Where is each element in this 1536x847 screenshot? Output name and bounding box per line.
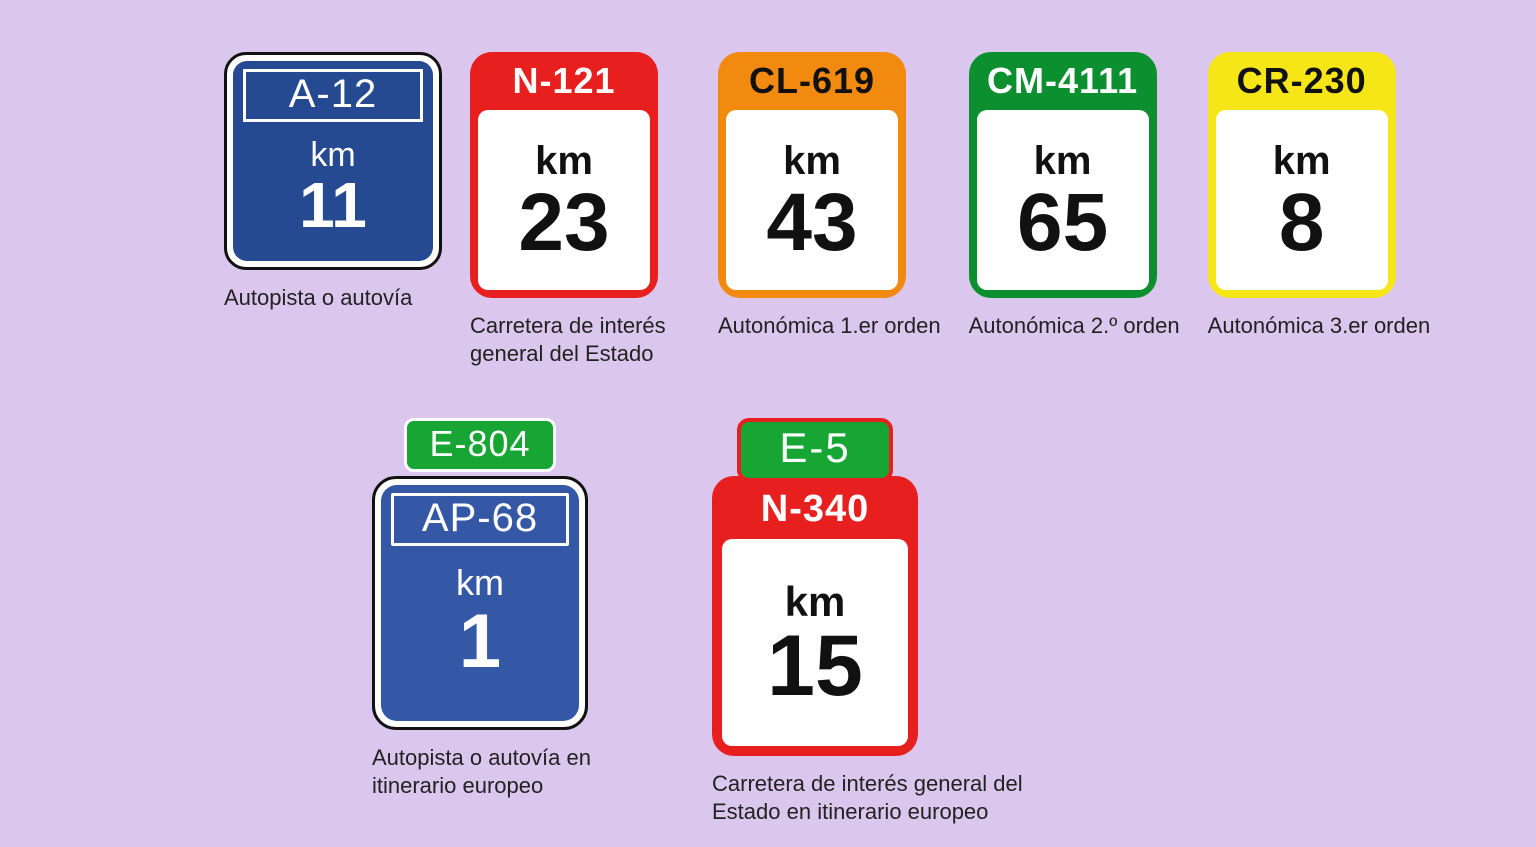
km-value: 8 [1279, 184, 1325, 262]
sign-composite: E-5 N-340 km 15 [712, 418, 918, 756]
km-value: 15 [767, 626, 863, 708]
sign-caption: Autonómica 1.er orden [718, 312, 941, 340]
sign-item-auton-3: CR-230 km 8 Autonómica 3.er orden [1208, 52, 1431, 367]
euro-code: E-804 [404, 418, 555, 472]
km-label: km [391, 562, 569, 604]
km-value: 11 [243, 173, 423, 237]
sign-caption: Autopista o autovía [224, 284, 412, 312]
sign-plate: CM-4111 km 65 [969, 52, 1157, 298]
sign-caption: Autopista o autovía en itinerario europe… [372, 744, 632, 799]
road-code: CL-619 [726, 60, 898, 104]
sign-item-auton-2: CM-4111 km 65 Autonómica 2.º orden [969, 52, 1180, 367]
sign-composite: E-804 AP-68 km 1 [372, 418, 588, 730]
sign-caption: Carretera de interés general del Estado … [712, 770, 1052, 825]
sign-body: km 43 [726, 110, 898, 290]
sign-body: km 23 [478, 110, 650, 290]
signs-row-1: A-12 km 11 Autopista o autovía N-121 km … [224, 52, 1430, 367]
euro-code: E-5 [737, 418, 892, 482]
road-code: CR-230 [1216, 60, 1388, 104]
sign-plate: N-340 km 15 [712, 476, 918, 756]
sign-caption: Autonómica 2.º orden [969, 312, 1180, 340]
sign-body: km 15 [722, 539, 908, 746]
sign-inner: A-12 km 11 [233, 61, 433, 261]
road-code: CM-4111 [977, 60, 1149, 104]
sign-caption: Carretera de interés general del Estado [470, 312, 690, 367]
km-value: 23 [518, 184, 609, 262]
road-code: A-12 [243, 69, 423, 122]
km-value: 1 [391, 604, 569, 680]
km-value: 65 [1017, 184, 1108, 262]
road-code: AP-68 [391, 493, 569, 546]
sign-item-eu-nacional: E-5 N-340 km 15 Carretera de interés gen… [712, 418, 1052, 825]
signs-row-2: E-804 AP-68 km 1 Autopista o autovía en … [372, 418, 1052, 825]
sign-item-auton-1: CL-619 km 43 Autonómica 1.er orden [718, 52, 941, 367]
sign-inner: AP-68 km 1 [381, 485, 579, 721]
road-code: N-121 [478, 60, 650, 104]
sign-caption: Autonómica 3.er orden [1208, 312, 1431, 340]
sign-plate: AP-68 km 1 [372, 476, 588, 730]
sign-item-autopista: A-12 km 11 Autopista o autovía [224, 52, 442, 367]
sign-plate: N-121 km 23 [470, 52, 658, 298]
sign-body: km 8 [1216, 110, 1388, 290]
km-value: 43 [766, 184, 857, 262]
road-code: N-340 [722, 486, 908, 531]
sign-plate: A-12 km 11 [224, 52, 442, 270]
sign-item-eu-autopista: E-804 AP-68 km 1 Autopista o autovía en … [372, 418, 632, 825]
sign-plate: CR-230 km 8 [1208, 52, 1396, 298]
sign-item-nacional: N-121 km 23 Carretera de interés general… [470, 52, 690, 367]
sign-body: km 65 [977, 110, 1149, 290]
sign-plate: CL-619 km 43 [718, 52, 906, 298]
